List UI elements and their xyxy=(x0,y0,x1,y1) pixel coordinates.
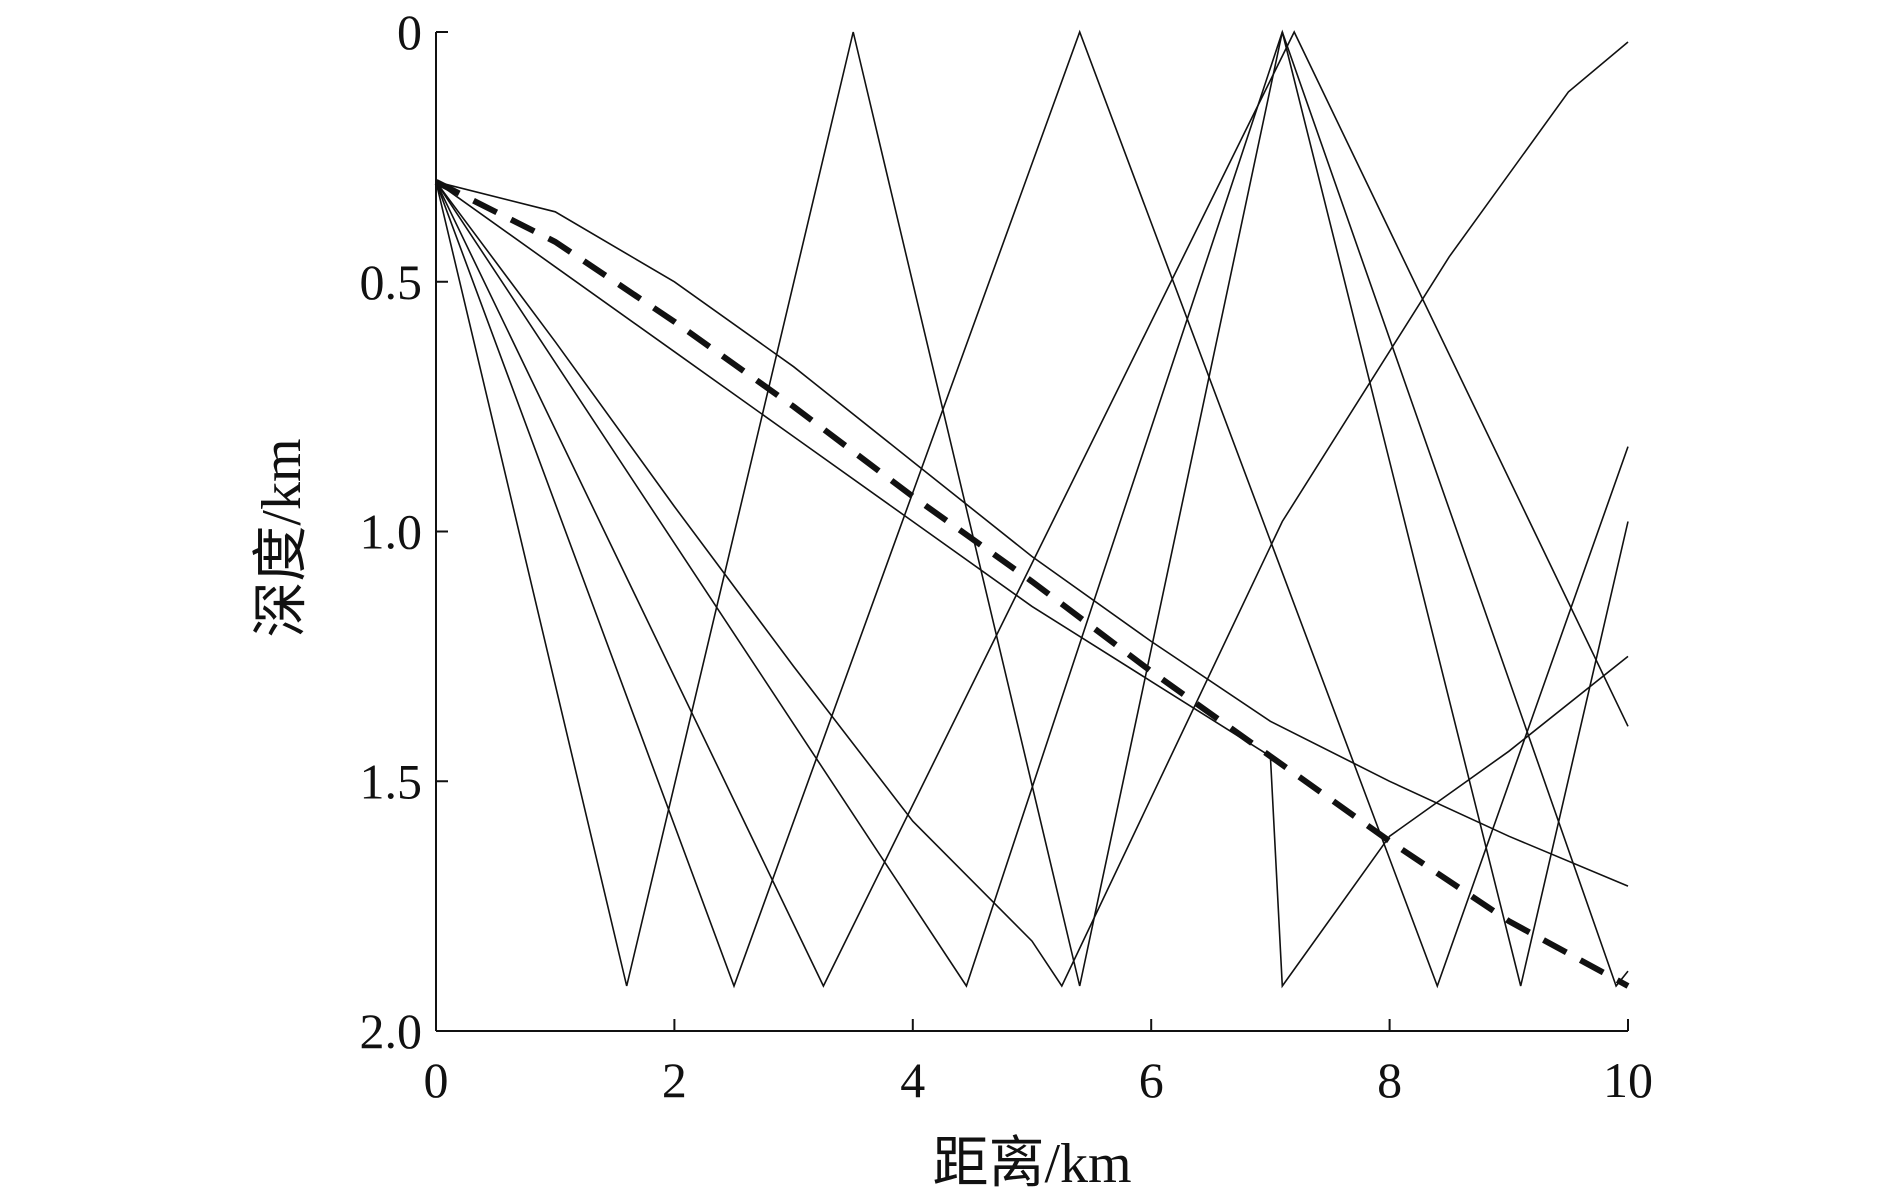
ray-line-7 xyxy=(435,181,1629,887)
ray-line-3 xyxy=(435,30,1629,988)
y-tick-label: 1.0 xyxy=(360,504,423,560)
y-tick-label: 0.5 xyxy=(360,254,423,310)
ray-line-5 xyxy=(435,41,1629,988)
y-tick-label: 2.0 xyxy=(360,1003,423,1059)
ray-line-2 xyxy=(435,29,1629,989)
ray-line-1 xyxy=(435,31,1629,987)
x-axis-ticks: 0 2 4 6 8 10 xyxy=(424,1019,1653,1108)
ray-line-6 xyxy=(435,181,1629,989)
x-tick-label: 10 xyxy=(1603,1052,1653,1108)
ray-paths xyxy=(434,29,1630,989)
x-axis-label: 距离/km xyxy=(932,1133,1131,1191)
x-tick-label: 2 xyxy=(662,1052,687,1108)
dashed-ray-8 xyxy=(434,179,1630,989)
y-tick-label: 1.5 xyxy=(360,753,423,809)
x-tick-label: 4 xyxy=(900,1052,925,1108)
y-axis-label: 深度/km xyxy=(251,438,313,637)
ray-line-4 xyxy=(435,29,1629,988)
x-tick-label: 6 xyxy=(1139,1052,1164,1108)
y-axis-ticks: 0 0.5 1.0 1.5 2.0 xyxy=(360,4,448,1059)
x-tick-label: 0 xyxy=(424,1052,449,1108)
y-tick-label: 0 xyxy=(397,4,422,60)
x-tick-label: 8 xyxy=(1377,1052,1402,1108)
